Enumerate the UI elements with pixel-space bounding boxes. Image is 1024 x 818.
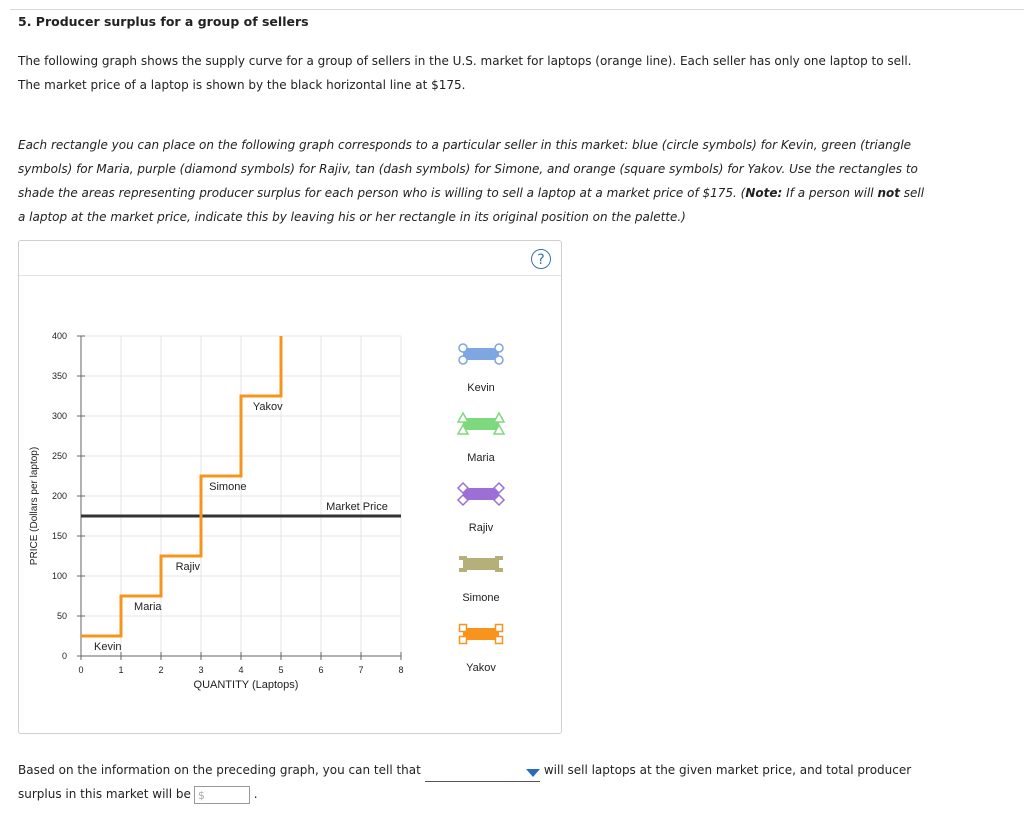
instructions-line: Each rectangle you can place on the foll…	[18, 138, 912, 152]
dash-handle-icon	[459, 556, 467, 560]
palette-label-maria: Maria	[467, 452, 495, 464]
y-axis-label: PRICE (Dollars per laptop)	[29, 447, 40, 565]
not-emphasis: not	[877, 186, 900, 200]
chevron-down-icon	[525, 769, 540, 777]
palette-rect-maria[interactable]	[463, 418, 499, 430]
palette-rect-simone[interactable]	[463, 558, 499, 570]
palette-rect-rajiv[interactable]	[463, 488, 499, 500]
x-tick-label: 2	[158, 665, 163, 675]
triangle-handle-icon	[492, 411, 506, 423]
answer-line: Based on the information on the precedin…	[18, 758, 1018, 782]
palette-rect-kevin[interactable]	[463, 348, 499, 360]
y-tick-label: 250	[52, 451, 67, 461]
supply-curve	[81, 336, 283, 638]
intro-line: The market price of a laptop is shown by…	[18, 78, 466, 92]
answer-section: Based on the information on the precedin…	[18, 758, 1018, 806]
circle-handle-icon	[458, 355, 468, 365]
panel-toolbar-divider	[19, 275, 561, 276]
diamond-handle-icon	[456, 481, 470, 495]
instructions-line: shade the areas representing producer su…	[18, 181, 1008, 205]
palette-label-kevin: Kevin	[467, 382, 495, 394]
palette-label-yakov: Yakov	[466, 662, 496, 674]
palette-rect-yakov[interactable]	[463, 628, 499, 640]
seller-step-label: Kevin	[94, 641, 122, 653]
dash-handle-icon	[495, 568, 503, 572]
instructions-line: symbols) for Maria, purple (diamond symb…	[18, 162, 918, 176]
instructions-fragment: If a person will	[782, 186, 878, 200]
x-tick-label: 3	[198, 665, 203, 675]
instructions-fragment: shade the areas representing producer su…	[18, 186, 746, 200]
circle-handle-icon	[458, 343, 468, 353]
question-title: 5. Producer surplus for a group of selle…	[18, 14, 309, 29]
y-tick-label: 200	[52, 491, 67, 501]
intro-text: The following graph shows the supply cur…	[18, 49, 1008, 97]
y-tick-label: 150	[52, 531, 67, 541]
top-divider	[10, 9, 1024, 10]
triangle-handle-icon	[456, 423, 470, 435]
x-tick-label: 5	[278, 665, 283, 675]
x-tick-label: 6	[318, 665, 323, 675]
intro-line: The following graph shows the supply cur…	[18, 54, 912, 68]
circle-handle-icon	[494, 343, 504, 353]
answer-line: surplus in this market will be $ .	[18, 782, 1018, 806]
seller-step-label: Rajiv	[176, 561, 201, 573]
x-tick-label: 7	[358, 665, 363, 675]
x-tick-label: 1	[118, 665, 123, 675]
seller-step-label: Yakov	[253, 401, 283, 413]
instructions-line: a laptop at the market price, indicate t…	[18, 210, 686, 224]
y-tick-label: 400	[52, 331, 67, 341]
x-axis-label: QUANTITY (Laptops)	[194, 679, 299, 691]
answer-text: will sell laptops at the given market pr…	[543, 763, 912, 777]
x-tick-label: 0	[78, 665, 83, 675]
diamond-handle-icon	[492, 493, 506, 507]
dash-handle-icon	[495, 556, 503, 560]
help-icon[interactable]: ?	[531, 249, 551, 269]
sellers-dropdown[interactable]	[424, 765, 540, 782]
diamond-handle-icon	[456, 493, 470, 507]
dash-handle-icon	[459, 568, 467, 572]
square-handle-icon	[458, 635, 468, 645]
supply-chart: 0 1 2 3 4 5 6 7 8 0 50 100 150 200 250 300 350 400 QUANTIT…	[29, 331, 506, 691]
triangle-handle-icon	[456, 411, 470, 423]
square-handle-icon	[458, 623, 468, 633]
square-handle-icon	[494, 623, 504, 633]
graph-panel: ? 0 1 2 3 4 5 6 7 8 0 50 100 150 200 250 300 350 400 QUANT…	[18, 240, 562, 734]
y-tick-label: 300	[52, 411, 67, 421]
instructions-fragment: sell	[899, 186, 925, 200]
seller-step-label: Maria	[134, 601, 162, 613]
y-tick-label: 100	[52, 571, 67, 581]
answer-text: surplus in this market will be	[18, 787, 191, 801]
palette-label-simone: Simone	[462, 592, 499, 604]
palette-label-rajiv: Rajiv	[469, 522, 494, 534]
answer-period: .	[253, 787, 258, 801]
triangle-handle-icon	[492, 423, 506, 435]
market-price-label: Market Price	[326, 501, 388, 513]
y-tick-label: 0	[62, 651, 67, 661]
square-handle-icon	[494, 635, 504, 645]
diamond-handle-icon	[492, 481, 506, 495]
circle-handle-icon	[494, 355, 504, 365]
seller-step-label: Simone	[209, 481, 246, 493]
producer-surplus-input[interactable]: $	[193, 785, 250, 804]
x-tick-label: 4	[238, 665, 243, 675]
instructions-text: Each rectangle you can place on the foll…	[18, 133, 1008, 229]
answer-text: Based on the information on the precedin…	[18, 763, 421, 777]
note-label: Note:	[745, 186, 783, 200]
x-tick-label: 8	[398, 665, 403, 675]
y-tick-label: 50	[57, 611, 67, 621]
y-tick-label: 350	[52, 371, 67, 381]
